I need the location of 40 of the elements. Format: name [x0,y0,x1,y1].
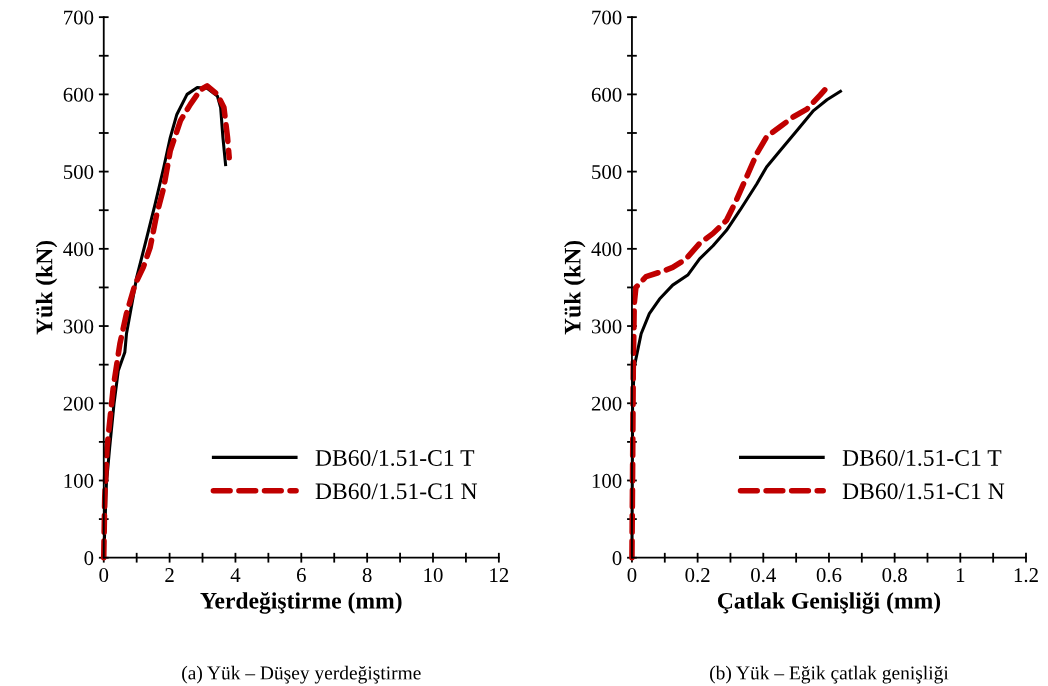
y-axis-title: Yük (kN) [564,240,586,335]
x-tick-label: 12 [490,568,509,582]
y-tick-label: 100 [592,473,622,488]
x-tick-label: 0.6 [816,568,842,583]
legend-label: DB60/1.51-C1 N [842,483,1005,500]
y-axis-title: Yük (kN) [35,240,58,335]
y-tick-label: 0 [612,551,622,566]
y-tick-label: 500 [592,164,622,180]
y-tick-label: 400 [63,242,94,257]
text: (a) Yük – Düşey yerdeğiştirme [182,665,421,684]
y-tick-label: 300 [591,319,622,334]
x-tick-label: 0 [627,568,637,583]
y-tick-label: 700 [592,10,622,25]
y-tick-label: 600 [591,87,622,102]
y-tick-label: 600 [63,87,94,102]
y-tick-label: 400 [591,242,622,257]
x-axis-title: Çatlak Genişliği (mm) [717,591,941,614]
x-tick-label: 2 [165,568,174,582]
x-tick-label: 0.4 [751,568,776,583]
x-tick-label: 4 [230,568,241,582]
y-tick-label: 700 [64,10,94,25]
text: (b) Yük – Eğik çatlak genişliği [710,665,949,684]
x-tick-label: 0 [99,568,109,583]
x-tick-label: 10 [424,568,443,583]
x-axis-title: Yerdeğiştirme (mm) [200,591,402,614]
y-tick-label: 200 [63,396,94,411]
x-tick-label: 0.8 [882,568,907,583]
x-tick-label: 8 [362,568,372,583]
legend-label: DB60/1.51-C1 N [315,483,478,500]
x-tick-label: 0.2 [685,568,710,583]
y-tick-label: 500 [63,164,94,180]
x-tick-label: 6 [296,568,306,583]
legend-label: DB60/1.51-C1 T [842,449,1002,466]
legend-label: DB60/1.51-C1 T [315,449,475,466]
y-tick-label: 300 [63,319,94,334]
x-tick-label: 1 [956,568,965,582]
y-tick-label: 200 [591,396,622,411]
y-tick-label: 0 [84,551,94,566]
y-tick-label: 100 [64,473,94,488]
x-tick-label: 1.2 [1014,568,1038,583]
